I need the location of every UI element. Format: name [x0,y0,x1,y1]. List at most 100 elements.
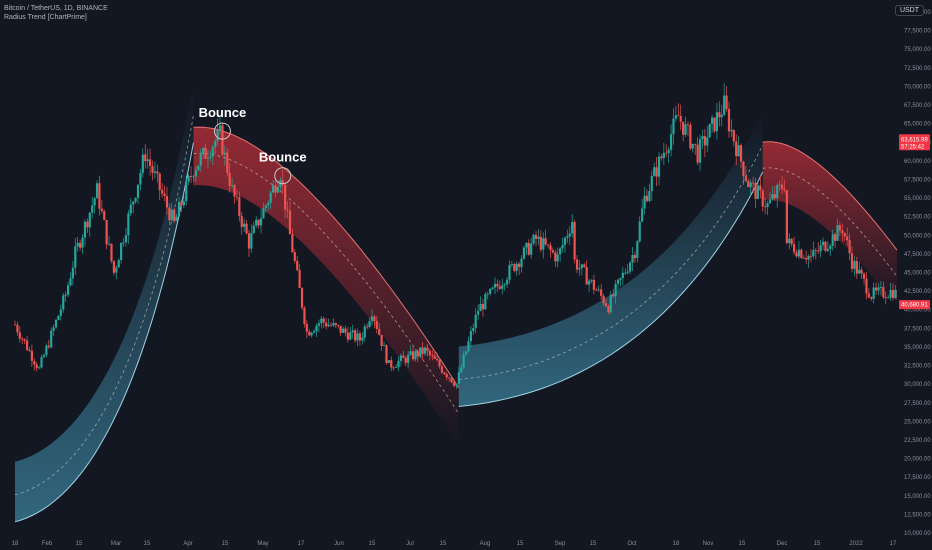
y-tick-label: 70,000.00 [904,84,931,90]
x-tick-label: 18 [673,541,680,547]
candle-body [493,283,497,288]
candle-body [148,159,152,167]
candle-body [679,115,682,122]
candle-body [850,253,854,269]
candle-body [826,248,829,251]
x-tick-label: 15 [517,541,524,547]
y-tick-label: 20,000.00 [904,457,931,463]
candle-body [708,123,711,138]
candle-body [884,297,887,298]
candle-body [891,289,895,298]
price-label: 63,615.99 [901,137,928,143]
candle-body [320,318,323,324]
candle-body [23,339,26,341]
candle-body [469,330,472,342]
candle-body [95,183,99,199]
y-tick-label: 22,500.00 [904,438,931,444]
candle-body [81,237,84,248]
candle-body [93,198,96,206]
candle-body [624,272,627,274]
candle-body [783,188,786,191]
bull-trend-band [458,112,763,407]
candle-body [824,241,827,251]
candle-body [385,345,388,363]
candle-body [286,209,289,211]
y-tick-label: 25,000.00 [904,419,931,425]
candle-body [64,294,67,296]
bull-trend-band [15,82,194,522]
y-tick-label: 27,500.00 [904,401,931,407]
candle-body [858,269,861,274]
candle-body [368,321,371,327]
y-tick-label: 52,500.00 [904,215,931,221]
candle-body [25,340,29,351]
candle-body [754,182,757,199]
y-tick-label: 57,500.00 [904,177,931,183]
candle-body [45,345,48,356]
candle-body [518,263,521,268]
candle-body [590,279,593,281]
candle-body [689,124,692,149]
x-tick-label: 15 [739,541,746,547]
candle-body [35,364,38,369]
candle-body [419,347,422,357]
candle-body [356,333,359,341]
candle-body [807,255,810,260]
candle-body [86,221,89,228]
candle-body [235,196,239,198]
candle-body [436,358,439,361]
candle-body [549,245,552,251]
candle-body [399,355,403,361]
y-tick-label: 42,500.00 [904,289,931,295]
candle-body [192,176,195,178]
candle-body [677,115,680,117]
candle-body [551,250,554,253]
candle-body [271,185,275,193]
candle-body [16,324,19,333]
currency-button[interactable]: USDT [894,5,924,16]
candle-body [298,270,301,288]
indicator-title: Radius Trend [ChartPrime] [4,14,87,21]
y-tick-label: 12,500.00 [904,512,931,518]
candle-body [539,236,542,250]
candle-body [455,384,458,386]
candle-body [247,233,251,249]
candle-body [380,334,383,346]
candle-body [597,289,600,291]
candle-body [834,234,837,241]
candle-body [416,351,419,357]
candle-body [771,194,774,200]
candle-body [860,269,863,274]
candle-body [554,252,557,262]
candle-body [713,117,716,132]
candle-body [583,264,586,267]
candle-body [228,172,231,187]
candle-body [718,112,721,118]
candle-body [790,238,793,245]
candle-body [720,114,723,118]
candle-body [88,212,91,228]
candle-body [366,326,369,328]
candle-body [614,283,617,297]
x-tick-label: May [257,541,268,547]
candle-body [211,147,214,157]
candle-body [141,154,144,173]
candle-body [764,206,767,208]
candle-body [621,272,624,279]
price-label: 40,680.91 [901,303,928,309]
candle-body [853,260,856,269]
price-label-bg [899,300,930,310]
candle-body [269,192,272,203]
candle-body [165,195,169,208]
candle-body [402,355,405,358]
candle-body [759,185,762,191]
candle-body [542,238,545,250]
candle-body [602,295,605,304]
candle-body [354,330,357,341]
candle-body [206,157,210,159]
candle-body [648,190,651,202]
candle-body [255,219,258,226]
candle-body [382,345,386,347]
candle-body [655,167,658,177]
